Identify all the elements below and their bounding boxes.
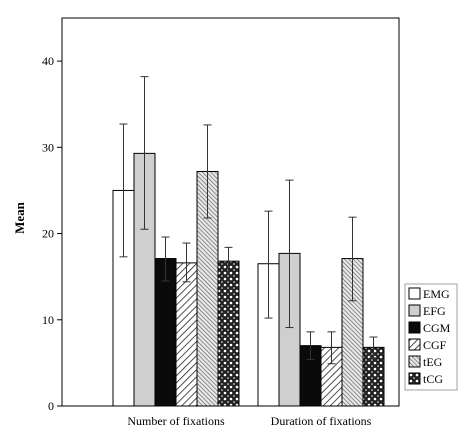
legend-swatch-cgf [408,338,421,351]
x-category-label: Number of fixations [127,414,225,428]
legend: EMG EFG CGM CGF tEG tCG [404,283,458,391]
x-axis: Number of fixations Duration of fixations [127,414,371,428]
y-tick-label: 0 [48,399,54,413]
bar-cgf-1 [175,262,198,407]
y-tick-label: 20 [42,227,54,241]
legend-label-cgm: CGM [423,321,451,335]
legend-box [404,283,458,391]
bars [112,76,385,407]
legend-swatch-cgm [408,321,421,334]
bar-tcg-1 [217,260,240,407]
legend-label-efg: EFG [423,304,446,318]
legend-label-teg: tEG [423,355,443,369]
legend-label-emg: EMG [423,287,450,301]
legend-swatch-teg [408,355,421,368]
y-tick-label: 10 [42,313,54,327]
y-axis: 0 10 20 30 40 [42,54,62,413]
y-axis-label: Mean [12,201,27,234]
legend-label-cgf: CGF [423,338,447,352]
legend-swatch-emg [408,287,421,300]
y-tick-label: 40 [42,54,54,68]
legend-label-tcg: tCG [423,372,443,386]
x-category-label: Duration of fixations [271,414,372,428]
legend-swatch-tcg [408,372,421,385]
legend-swatch-efg [408,304,421,317]
y-tick-label: 30 [42,140,54,154]
